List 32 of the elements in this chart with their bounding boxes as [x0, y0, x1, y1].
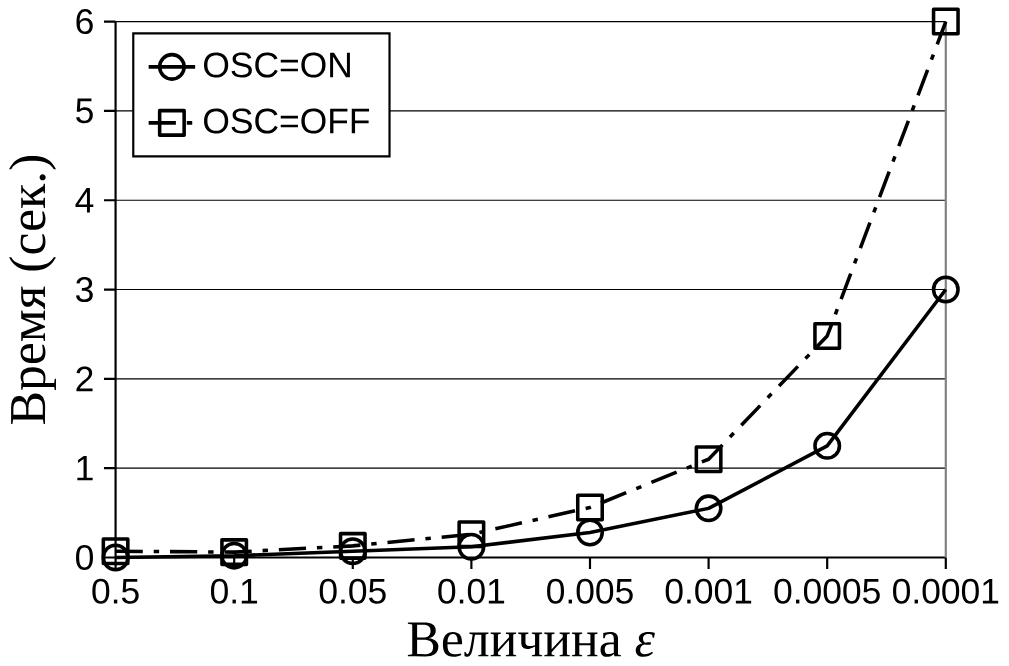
x-tick-label: 0.1 [210, 578, 258, 604]
y-tick-label: 0 [76, 544, 93, 571]
y-axis-title: Время (сек.) [9, 155, 56, 425]
x-axis-title: Величина ε [407, 622, 655, 657]
y-tick-label: 2 [76, 366, 93, 392]
y-tick-label: 6 [76, 9, 93, 35]
y-tick-label: 5 [76, 98, 93, 124]
y-tick-label: 1 [77, 456, 93, 481]
x-tick-label: 0.001 [665, 578, 752, 604]
x-tick-label: 0.0005 [774, 578, 880, 604]
point [101, 543, 130, 572]
x-tick-label: 0.005 [547, 578, 633, 604]
point [575, 493, 605, 522]
x-tick-label: 0.05 [319, 578, 386, 604]
x-tick-label: 0.5 [92, 578, 139, 604]
point [101, 537, 130, 566]
point [694, 494, 723, 523]
point [931, 275, 960, 304]
legend-label: OSC=ON [204, 52, 350, 78]
point [931, 7, 960, 36]
legend-label: OSC=OFF [204, 108, 370, 134]
point [338, 531, 367, 560]
y-tick-label: 4 [75, 188, 94, 213]
y-tick-label: 3 [76, 277, 93, 303]
point [813, 322, 842, 351]
x-tick-label: 0.0001 [893, 578, 999, 604]
point [694, 445, 723, 474]
x-tick-label: 0.01 [438, 578, 505, 604]
point [457, 520, 486, 549]
point [813, 431, 842, 460]
point [457, 532, 486, 561]
point [575, 518, 605, 547]
